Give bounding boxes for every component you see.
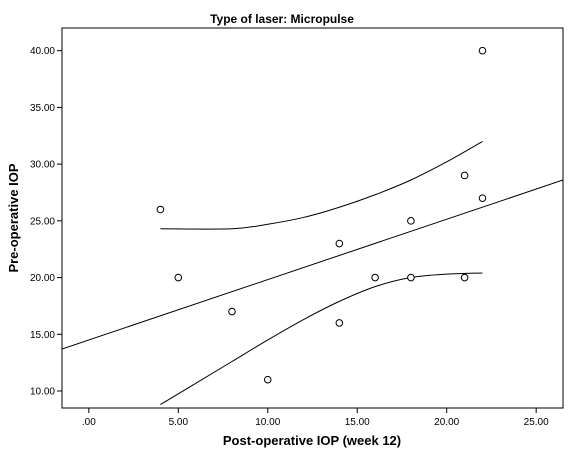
data-point <box>371 273 379 282</box>
data-point <box>460 171 469 180</box>
plot-area-frame <box>61 27 564 409</box>
data-point <box>460 273 469 282</box>
data-point <box>335 319 344 327</box>
regression-line <box>62 179 563 350</box>
x-tick-label: 25.00 <box>524 417 549 428</box>
x-tick-label: 15.00 <box>345 417 370 428</box>
y-axis-title: Pre-operative IOP <box>6 163 21 272</box>
data-point <box>335 239 344 248</box>
y-tick-label: 30.00 <box>30 160 55 171</box>
chart-title: Type of laser: Micropulse <box>210 12 354 26</box>
y-axis-ticks: 10.00 15.00 20.00 25.00 30.00 35.00 40.00 <box>30 46 62 397</box>
data-point <box>478 194 487 202</box>
y-tick-label: 20.00 <box>30 273 55 284</box>
data-point <box>174 273 183 282</box>
y-tick-label: 25.00 <box>30 216 55 227</box>
confidence-upper-curve <box>160 140 483 230</box>
data-points <box>156 46 487 384</box>
fit-lines <box>62 140 563 406</box>
data-point <box>478 46 487 55</box>
data-point <box>407 217 415 225</box>
x-tick-label: 10.00 <box>255 417 280 428</box>
y-tick-label: 35.00 <box>30 103 55 114</box>
x-tick-label: 5.00 <box>169 417 189 428</box>
x-tick-label: 20.00 <box>434 417 459 428</box>
x-axis-title: Post-operative IOP (week 12) <box>223 433 401 448</box>
data-point <box>263 375 272 384</box>
x-tick-label: .00 <box>82 417 96 428</box>
y-tick-label: 10.00 <box>30 386 55 397</box>
y-tick-label: 15.00 <box>30 330 55 341</box>
data-point <box>228 307 236 316</box>
data-point <box>407 273 415 282</box>
x-axis-ticks: .00 5.00 10.00 15.00 20.00 25.00 <box>82 408 549 428</box>
data-point <box>156 205 165 214</box>
y-tick-label: 40.00 <box>30 46 55 57</box>
confidence-lower-curve <box>160 272 483 406</box>
